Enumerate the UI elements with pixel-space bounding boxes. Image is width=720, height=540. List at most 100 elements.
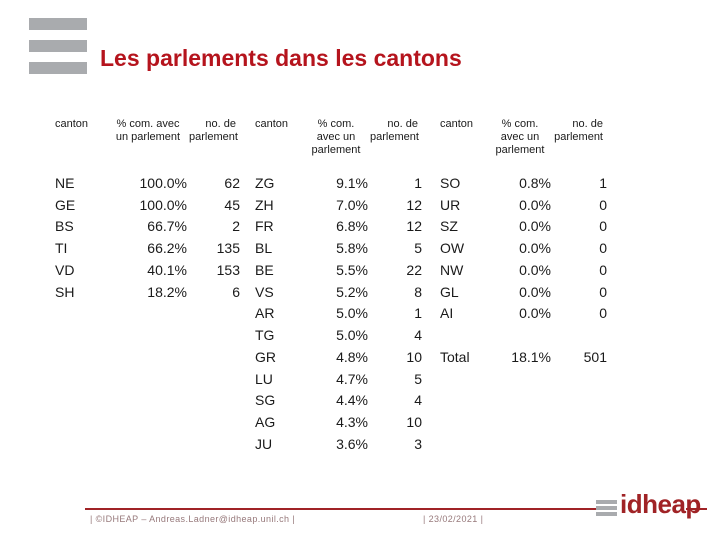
col-header-percent-line: avec un: [500, 131, 540, 143]
percent-cell: 100.0%: [139, 174, 187, 191]
count-cell: 0: [599, 305, 607, 322]
canton-cell: BE: [255, 261, 274, 278]
percent-cell: 18.2%: [147, 283, 187, 300]
footer-rule-left: [85, 508, 596, 510]
col-header-percent-line: % com.: [501, 118, 539, 130]
percent-cell: 0.0%: [519, 218, 551, 235]
table-row: NE 100.0% 62: [55, 172, 242, 194]
table-row: NW 0.0% 0: [440, 259, 609, 281]
percent-cell: 4.7%: [336, 370, 368, 387]
count-cell: 1: [414, 305, 422, 322]
percent-cell: 3.6%: [336, 435, 368, 452]
col-header-percent: % com. avec un parlement: [107, 118, 189, 144]
percent-cell: 66.7%: [147, 218, 187, 235]
canton-cell: TG: [255, 327, 275, 344]
table-row: GR 4.8% 10: [255, 346, 424, 368]
col-header-percent-line: avec un: [316, 131, 356, 143]
count-cell: 4: [414, 327, 422, 344]
logo-bar: [596, 500, 617, 504]
count-cell: 22: [406, 261, 422, 278]
count-cell: 0: [599, 261, 607, 278]
percent-cell: 4.3%: [336, 414, 368, 431]
table-row: AG 4.3% 10: [255, 411, 424, 433]
idheap-logo-bars-icon: [596, 500, 617, 518]
col-header-percent-line: parlement: [495, 144, 545, 156]
table-row: UR 0.0% 0: [440, 194, 609, 216]
table-body: SO 0.8% 1 UR 0.0% 0 SZ 0.0% 0 OW 0.0% 0 NW 0.0% 0 GL 0.0…: [440, 172, 609, 368]
percent-cell: 6.8%: [336, 218, 368, 235]
percent-cell: 5.0%: [336, 327, 368, 344]
canton-cell: VD: [55, 261, 75, 278]
col-header-count-line: parlement: [189, 131, 238, 143]
table-row: VD 40.1% 153: [55, 259, 242, 281]
percent-cell: 5.2%: [336, 283, 368, 300]
slide-brand-bars-icon: [29, 18, 87, 84]
logo-bar: [29, 40, 87, 52]
count-cell: 153: [216, 261, 240, 278]
canton-cell: GE: [55, 196, 76, 213]
canton-cell: SZ: [440, 218, 458, 235]
footer-date: | 23/02/2021 |: [423, 514, 484, 524]
canton-cell: BS: [55, 218, 74, 235]
count-cell: 12: [406, 196, 422, 213]
col-header-percent: % com. avec un parlement: [302, 118, 370, 157]
canton-cell: ZG: [255, 174, 275, 191]
count-cell: 0: [599, 283, 607, 300]
canton-cell: ZH: [255, 196, 274, 213]
table-group-3: canton% com. avec un parlement no. de parlem…: [440, 115, 609, 365]
count-cell: 2: [232, 218, 240, 235]
table-header: canton% com. avec un parlement no. de parlem…: [440, 115, 609, 157]
col-header-canton: canton: [255, 118, 289, 130]
canton-cell: GR: [255, 348, 276, 365]
count-cell: 0: [599, 196, 607, 213]
percent-cell: 40.1%: [147, 261, 187, 278]
table-row: ZG 9.1% 1: [255, 172, 424, 194]
percent-cell: 4.8%: [336, 348, 368, 365]
table-header: canton% com. avec un parlement no. de parlem…: [255, 115, 424, 157]
spacer-row: [440, 324, 609, 346]
table-row: SH 18.2% 6: [55, 281, 242, 303]
table-row: SO 0.8% 1: [440, 172, 609, 194]
table-row: OW 0.0% 0: [440, 237, 609, 259]
canton-cell: AI: [440, 305, 454, 322]
canton-cell: UR: [440, 196, 461, 213]
percent-cell: 0.8%: [519, 174, 551, 191]
logo-bar: [29, 18, 87, 30]
count-cell: 10: [406, 348, 422, 365]
count-cell: 1: [414, 174, 422, 191]
idheap-logo: idheap: [596, 488, 706, 522]
canton-cell: LU: [255, 370, 273, 387]
count-cell: 45: [224, 196, 240, 213]
count-cell: 4: [414, 392, 422, 409]
percent-cell: 5.0%: [336, 305, 368, 322]
col-header-count-line: no. de: [387, 118, 418, 130]
percent-cell: 66.2%: [147, 240, 187, 257]
percent-cell: 0.0%: [519, 196, 551, 213]
canton-cell: AR: [255, 305, 275, 322]
table-header: canton% com. avec un parlement no. de parle…: [55, 115, 242, 144]
table-row: ZH 7.0% 12: [255, 194, 424, 216]
canton-cell: NW: [440, 261, 464, 278]
table-row: TI 66.2% 135: [55, 237, 242, 259]
col-header-count-line: no. de: [572, 118, 603, 130]
percent-cell: 9.1%: [336, 174, 368, 191]
canton-cell: SG: [255, 392, 276, 409]
count-cell: 62: [224, 174, 240, 191]
table-row: AR 5.0% 1: [255, 303, 424, 325]
table-row: BS 66.7% 2: [55, 216, 242, 238]
idheap-logo-text: idheap: [620, 489, 701, 519]
canton-cell: GL: [440, 283, 459, 300]
table-body: NE 100.0% 62 GE 100.0% 45 BS 66.7% 2 TI 66.2% 135 VD…: [55, 172, 242, 303]
col-header-percent-line: % com. avec: [116, 118, 180, 130]
canton-cell: Total: [440, 348, 470, 365]
col-header-percent: % com. avec un parlement: [487, 118, 553, 157]
total-row: Total 18.1% 501: [440, 346, 609, 368]
table-row: TG 5.0% 4: [255, 324, 424, 346]
logo-bar: [596, 506, 617, 510]
count-cell: 12: [406, 218, 422, 235]
table-row: JU 3.6% 3: [255, 433, 424, 455]
canton-cell: FR: [255, 218, 274, 235]
table-row: BE 5.5% 22: [255, 259, 424, 281]
count-cell: 10: [406, 414, 422, 431]
count-cell: 135: [216, 240, 240, 257]
